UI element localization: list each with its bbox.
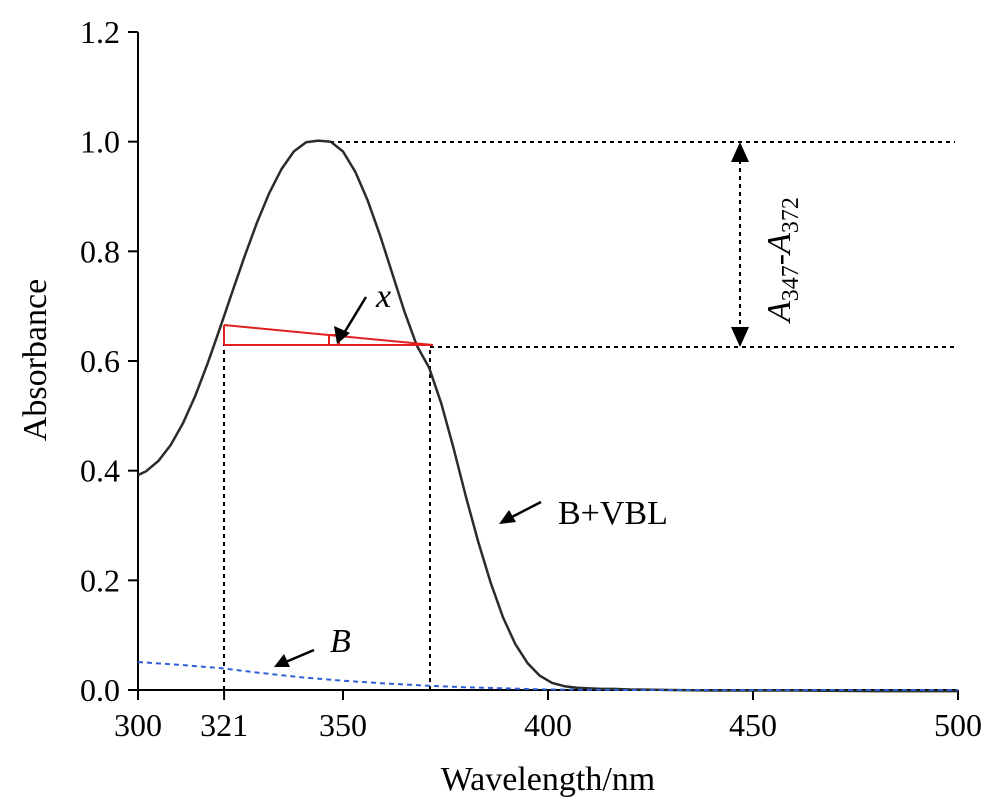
y-tick-label-0.6: 0.6 bbox=[80, 343, 120, 379]
x-arrow-icon bbox=[334, 326, 350, 344]
x-tick-label-300: 300 bbox=[114, 707, 162, 743]
x-tick-label-350: 350 bbox=[319, 707, 367, 743]
y-tick-label-0.4: 0.4 bbox=[80, 453, 120, 489]
bvbl-arrow-icon bbox=[499, 510, 516, 524]
difference-arrow-down-icon bbox=[731, 327, 749, 347]
series-line-b-vbl bbox=[137, 139, 958, 693]
b-label: B bbox=[330, 623, 351, 660]
x-tick-label-500: 500 bbox=[934, 707, 982, 743]
bvbl-label: B+VBL bbox=[558, 495, 668, 532]
series-line-b bbox=[137, 661, 958, 691]
y-tick-label-0.2: 0.2 bbox=[80, 562, 120, 598]
y-tick-label-1.2: 1.2 bbox=[80, 14, 120, 50]
x-tick-label-321: 321 bbox=[200, 707, 248, 743]
y-axis-ticks: 0.0 0.2 0.4 0.6 0.8 1.0 1.2 bbox=[80, 14, 138, 708]
y-tick-label-0.0: 0.0 bbox=[80, 672, 120, 708]
difference-label: A347-A372 bbox=[761, 197, 804, 324]
x-axis-title: Wavelength/nm bbox=[441, 761, 655, 798]
b-arrow-icon bbox=[274, 654, 290, 667]
x-axis-ticks: 300 321 350 400 450 500 bbox=[114, 690, 982, 743]
x-tick-label-450: 450 bbox=[729, 707, 777, 743]
x-annotation-label: x bbox=[375, 278, 391, 315]
x-tick-label-400: 400 bbox=[524, 707, 572, 743]
y-tick-label-0.8: 0.8 bbox=[80, 233, 120, 269]
difference-arrow-up-icon bbox=[731, 142, 749, 162]
y-tick-label-1.0: 1.0 bbox=[80, 124, 120, 160]
y-axis-title: Absorbance bbox=[17, 279, 54, 441]
series-layer bbox=[137, 139, 958, 693]
